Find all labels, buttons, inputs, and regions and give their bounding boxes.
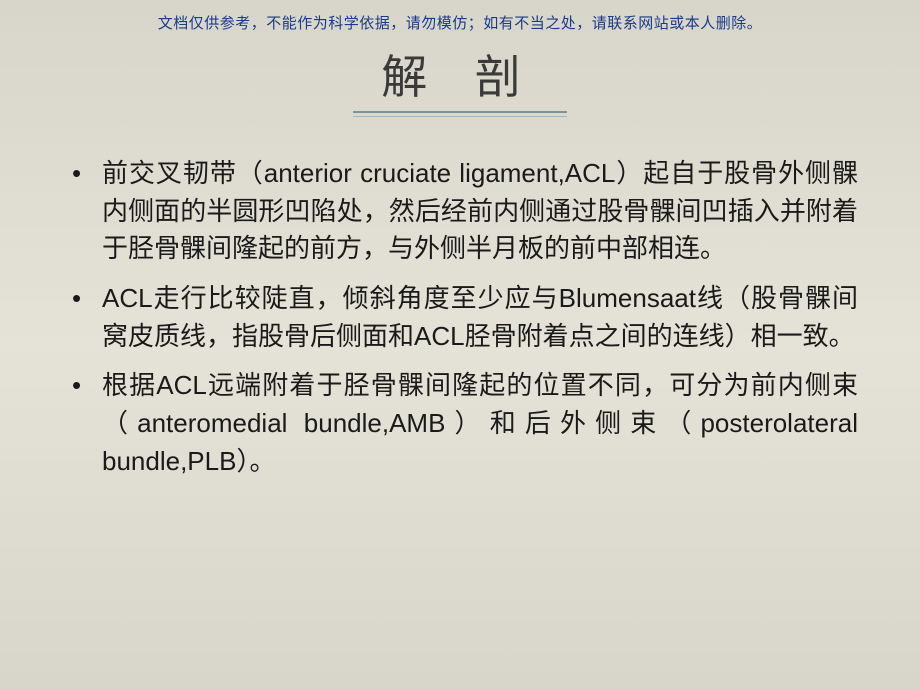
bullet-list: 前交叉韧带（anterior cruciate ligament,ACL）起自于… (72, 155, 858, 481)
slide-title: 解 剖 (353, 41, 567, 113)
bullet-item: 根据ACL远端附着于胫骨髁间隆起的位置不同，可分为前内侧束（anteromedi… (72, 367, 858, 480)
content-area: 前交叉韧带（anterior cruciate ligament,ACL）起自于… (0, 155, 920, 481)
bullet-item: 前交叉韧带（anterior cruciate ligament,ACL）起自于… (72, 155, 858, 268)
title-wrapper: 解 剖 (0, 41, 920, 113)
bullet-item: ACL走行比较陡直，倾斜角度至少应与Blumensaat线（股骨髁间窝皮质线，指… (72, 280, 858, 355)
disclaimer-text: 文档仅供参考，不能作为科学依据，请勿模仿；如有不当之处，请联系网站或本人删除。 (0, 0, 920, 33)
